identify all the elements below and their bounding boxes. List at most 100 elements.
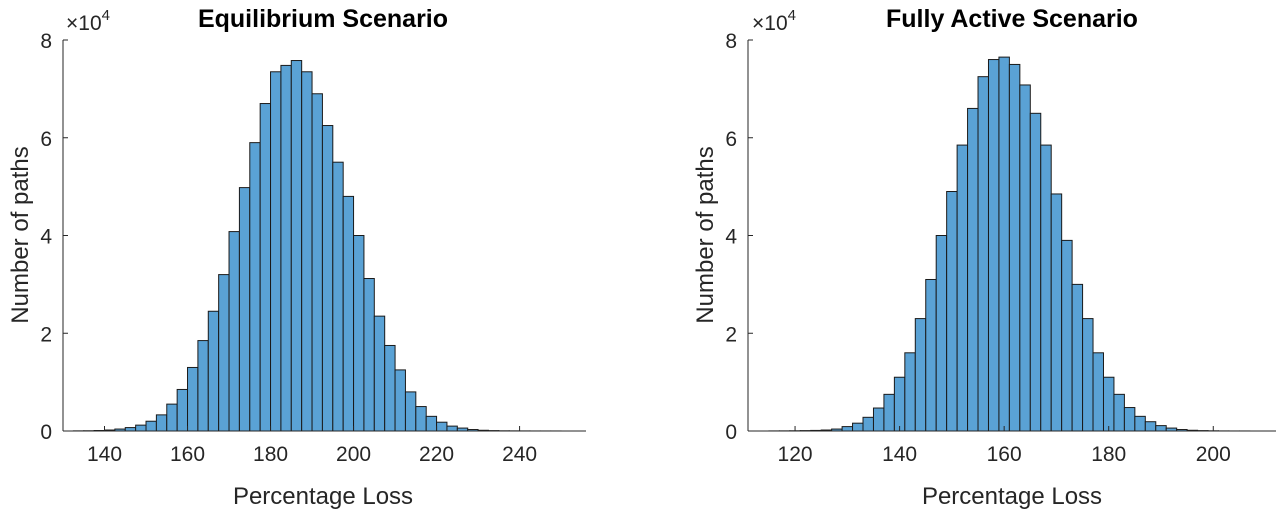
histogram-bar bbox=[124, 427, 137, 432]
x-tick-label: 120 bbox=[778, 443, 813, 466]
panel-fully-active: 120 140 160 180 200 0 2 4 6 8 Fully Active Scenar… bbox=[692, 5, 1276, 510]
y-axis-label: Number of paths bbox=[692, 146, 719, 323]
y-tick-label: 2 bbox=[40, 323, 52, 346]
y-tick-label: 2 bbox=[725, 323, 737, 346]
x-axis-label: Percentage Loss bbox=[922, 483, 1102, 510]
histogram-bar bbox=[1123, 407, 1136, 432]
y-multiplier: ×104 bbox=[66, 7, 110, 35]
histogram-bar bbox=[1061, 239, 1073, 432]
y-axis-label: Number of paths bbox=[7, 146, 34, 323]
histogram-bar bbox=[1155, 425, 1167, 432]
histogram-bar bbox=[1040, 144, 1052, 432]
histogram-bar bbox=[342, 195, 355, 432]
histogram-bar bbox=[998, 56, 1010, 432]
y-multiplier-exponent: 4 bbox=[102, 7, 110, 24]
histogram-bar bbox=[1144, 421, 1157, 432]
y-tick-label: 0 bbox=[40, 421, 52, 444]
histogram-bar bbox=[363, 278, 375, 432]
y-tick-label: 8 bbox=[40, 30, 52, 53]
histogram-bar bbox=[1092, 352, 1104, 432]
histogram-bar bbox=[841, 426, 854, 432]
x-tick-label: 180 bbox=[253, 443, 288, 466]
x-tick-label: 200 bbox=[1196, 443, 1231, 466]
y-tick-label: 4 bbox=[40, 226, 52, 249]
x-tick-label: 240 bbox=[502, 443, 537, 466]
histogram-bar bbox=[353, 235, 365, 432]
histogram-bar bbox=[935, 235, 948, 432]
histogram-bar bbox=[852, 422, 864, 432]
histogram-bar bbox=[259, 103, 272, 432]
histogram-bar bbox=[238, 187, 251, 432]
histogram-bar bbox=[394, 369, 406, 432]
histogram-bar bbox=[436, 421, 448, 432]
histogram-bar bbox=[967, 107, 979, 432]
ticks-equilibrium: 140 160 180 200 220 240 0 2 4 6 8 bbox=[40, 30, 537, 466]
histogram-bar bbox=[155, 414, 168, 432]
y-tick-label: 0 bbox=[725, 421, 737, 444]
ticks-fully-active: 120 140 160 180 200 0 2 4 6 8 bbox=[725, 30, 1230, 466]
histogram-bar bbox=[228, 231, 240, 432]
x-tick-label: 220 bbox=[419, 443, 454, 466]
histogram-bar bbox=[207, 310, 220, 432]
histogram-bar bbox=[893, 376, 906, 432]
histogram-bar bbox=[301, 71, 313, 432]
panel-equilibrium: 140 160 180 200 220 240 0 2 4 6 8 Equilibrium Scen… bbox=[7, 5, 586, 510]
histogram-bar bbox=[1050, 193, 1063, 432]
x-tick-label: 180 bbox=[1091, 443, 1126, 466]
histogram-bar bbox=[249, 142, 261, 432]
x-axis-label: Percentage Loss bbox=[233, 483, 413, 510]
histogram-bar bbox=[1019, 84, 1031, 432]
histogram-bar bbox=[1134, 415, 1146, 432]
histogram-bar bbox=[404, 391, 417, 432]
histogram-bar bbox=[384, 344, 396, 432]
histogram-bar bbox=[1113, 393, 1125, 432]
chart-title: Equilibrium Scenario bbox=[198, 5, 448, 33]
y-multiplier-base: ×10 bbox=[752, 12, 788, 35]
y-tick-label: 4 bbox=[725, 226, 737, 249]
histogram-bar bbox=[425, 415, 438, 432]
histogram-bar bbox=[904, 352, 916, 432]
histogram-bar bbox=[373, 315, 386, 432]
histogram-bar bbox=[977, 76, 989, 432]
histogram-bar bbox=[987, 59, 1000, 432]
histogram-bar bbox=[218, 274, 230, 432]
x-tick-label: 200 bbox=[336, 443, 371, 466]
histogram-bar bbox=[925, 278, 937, 432]
histogram-bar bbox=[1082, 318, 1094, 432]
bars-equilibrium bbox=[72, 60, 562, 432]
histogram-bar bbox=[946, 191, 958, 432]
bars-fully-active bbox=[768, 56, 1251, 432]
histogram-bar bbox=[1008, 63, 1021, 432]
histogram-bar bbox=[176, 388, 189, 432]
x-tick-label: 140 bbox=[882, 443, 917, 466]
x-tick-label: 160 bbox=[170, 443, 205, 466]
histogram-bar bbox=[290, 60, 303, 432]
histogram-bar bbox=[956, 144, 969, 432]
histogram-bar bbox=[1071, 283, 1084, 432]
histogram-bar bbox=[1102, 376, 1115, 432]
x-tick-label: 160 bbox=[987, 443, 1022, 466]
histogram-bar bbox=[280, 64, 292, 432]
histogram-bar bbox=[862, 416, 874, 432]
y-tick-label: 6 bbox=[725, 128, 737, 151]
histogram-bar bbox=[332, 161, 344, 432]
histogram-bar bbox=[311, 93, 323, 432]
y-tick-label: 6 bbox=[40, 128, 52, 151]
histogram-bar bbox=[321, 125, 334, 432]
chart-title: Fully Active Scenario bbox=[886, 5, 1138, 33]
histogram-bar bbox=[145, 420, 157, 432]
histogram-bar bbox=[883, 393, 895, 432]
y-tick-label: 8 bbox=[725, 30, 737, 53]
y-multiplier-base: ×10 bbox=[66, 12, 102, 35]
histogram-bar bbox=[914, 318, 927, 432]
y-multiplier: ×104 bbox=[752, 7, 796, 35]
histogram-bar bbox=[415, 406, 427, 432]
histogram-bar bbox=[270, 71, 282, 432]
histogram-bar bbox=[187, 366, 199, 432]
y-multiplier-exponent: 4 bbox=[788, 7, 796, 24]
histogram-bar bbox=[135, 424, 147, 432]
histogram-bar bbox=[1029, 112, 1042, 432]
histogram-bar bbox=[166, 403, 178, 432]
